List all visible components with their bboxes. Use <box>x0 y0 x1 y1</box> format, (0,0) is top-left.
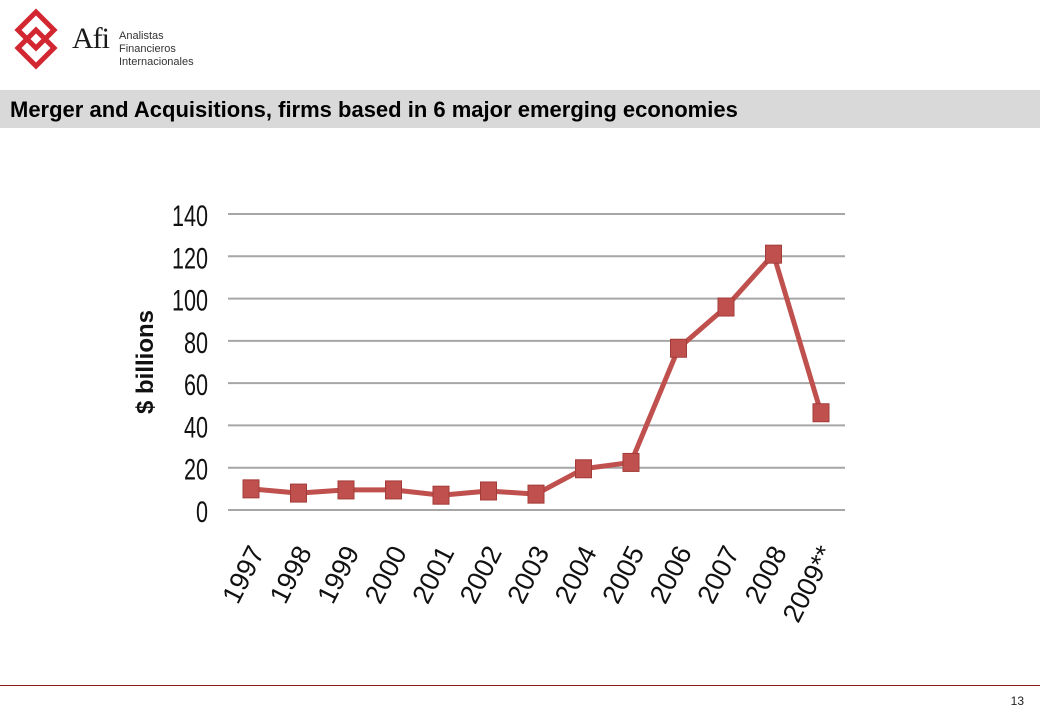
y-tick-label: 140 <box>172 198 208 232</box>
series-layer <box>242 244 830 505</box>
x-tick-label: 2000 <box>359 541 413 608</box>
afi-diamond-icon <box>14 8 58 70</box>
y-axis-ticks: 0 20 40 60 80 100 120 140 <box>172 198 208 528</box>
data-point-marker <box>432 485 450 505</box>
grid-lines <box>228 213 845 511</box>
data-point-marker <box>290 483 307 503</box>
data-point-marker <box>242 479 260 499</box>
x-tick-label: 2002 <box>454 541 508 608</box>
y-tick-label: 40 <box>184 410 208 444</box>
slide-title: Merger and Acquisitions, firms based in … <box>10 97 738 122</box>
logo-wordmark: Afi <box>72 22 110 55</box>
logo-line-1: Analistas <box>119 30 164 42</box>
data-point-marker <box>717 297 735 317</box>
data-point-marker <box>480 481 497 501</box>
data-point-marker <box>765 244 782 264</box>
data-point-marker <box>337 480 355 500</box>
title-bar: Merger and Acquisitions, firms based in … <box>0 90 1040 128</box>
data-point-marker <box>622 452 640 472</box>
page-number: 13 <box>1010 694 1024 708</box>
data-point-marker <box>385 480 402 500</box>
data-point-marker <box>527 484 545 504</box>
x-tick-label: 1999 <box>311 541 365 608</box>
x-tick-label: 1997 <box>216 541 270 608</box>
x-tick-label: 2007 <box>691 541 745 608</box>
logo-subtitle: Analistas Financieros Internacionales <box>119 30 194 69</box>
data-point-marker <box>670 338 687 358</box>
y-tick-label: 100 <box>172 283 208 317</box>
y-tick-label: 0 <box>196 494 208 528</box>
company-logo: Afi Analistas Financieros Internacionale… <box>10 8 200 74</box>
y-tick-label: 80 <box>184 325 208 359</box>
data-point-marker <box>575 459 592 479</box>
y-tick-label: 60 <box>184 368 208 402</box>
series-line <box>250 251 824 498</box>
logo-line-3: Internacionales <box>119 56 194 68</box>
x-axis-ticks: 1997199819992000200120022003200420052006… <box>216 541 840 627</box>
x-tick-label: 2001 <box>406 541 460 608</box>
x-tick-label: 2005 <box>596 541 650 608</box>
logo-line-2: Financieros <box>119 43 176 55</box>
x-tick-label: 2003 <box>501 541 555 608</box>
footer-divider <box>0 685 1040 686</box>
x-tick-label: 1998 <box>264 541 318 608</box>
x-tick-label: 2004 <box>549 541 603 608</box>
x-tick-label: 2006 <box>644 541 698 608</box>
y-tick-label: 20 <box>184 452 208 486</box>
y-axis-label: $ billions <box>132 310 159 414</box>
y-tick-label: 120 <box>172 241 208 275</box>
data-point-marker <box>812 403 830 423</box>
